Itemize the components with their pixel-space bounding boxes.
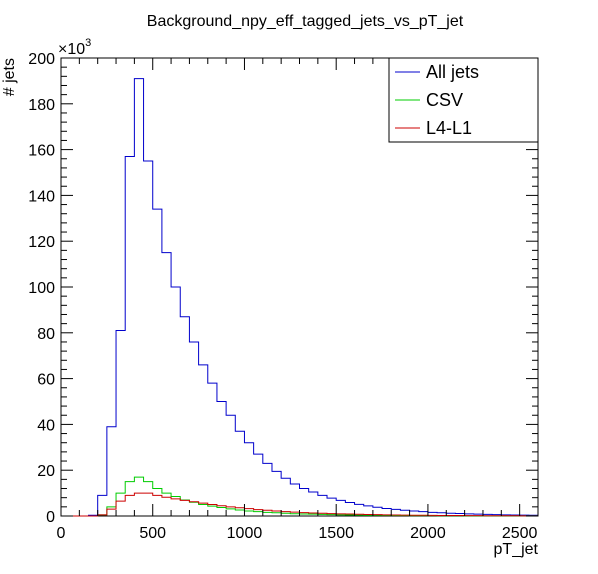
series-line-l4-l1 (61, 492, 538, 517)
axes-layer: 0 500 1000 1500 2000 2500 0 20 40 60 80 100 120 140 16… (28, 51, 539, 542)
y-axis-label: # jets (1, 58, 18, 96)
y-multiplier-exp: 3 (85, 37, 91, 49)
y-tick-label: 40 (37, 417, 55, 434)
y-tick-label: 100 (28, 280, 55, 297)
series-layer (61, 78, 538, 517)
y-tick-label: 120 (28, 234, 55, 251)
y-tick-label: 200 (28, 51, 55, 68)
x-axis-label: pT_jet (494, 541, 539, 558)
y-tick-label: 60 (37, 372, 55, 389)
x-tick-label: 2500 (502, 525, 538, 542)
y-tick-label: 20 (37, 463, 55, 480)
legend: All jets CSV L4-L1 (388, 57, 539, 143)
y-multiplier-label: ×103 (58, 37, 91, 58)
y-tick-label: 160 (28, 143, 55, 160)
x-tick-label: 0 (57, 525, 66, 542)
y-tick-label: 80 (37, 326, 55, 343)
series-line-all-jets (61, 78, 538, 517)
legend-label-l4-l1: L4-L1 (426, 118, 472, 138)
y-tick-label: 140 (28, 188, 55, 205)
legend-label-csv: CSV (426, 90, 463, 110)
x-tick-label: 500 (139, 525, 166, 542)
y-tick-label: 180 (28, 97, 55, 114)
chart-title: Background_npy_eff_tagged_jets_vs_pT_jet (147, 13, 464, 30)
y-tick-label: 0 (46, 509, 55, 526)
x-tick-label: 2000 (410, 525, 446, 542)
legend-label-all-jets: All jets (426, 62, 479, 82)
x-tick-label: 1500 (318, 525, 354, 542)
x-tick-label: 1000 (227, 525, 263, 542)
y-multiplier-base: ×10 (58, 41, 85, 58)
